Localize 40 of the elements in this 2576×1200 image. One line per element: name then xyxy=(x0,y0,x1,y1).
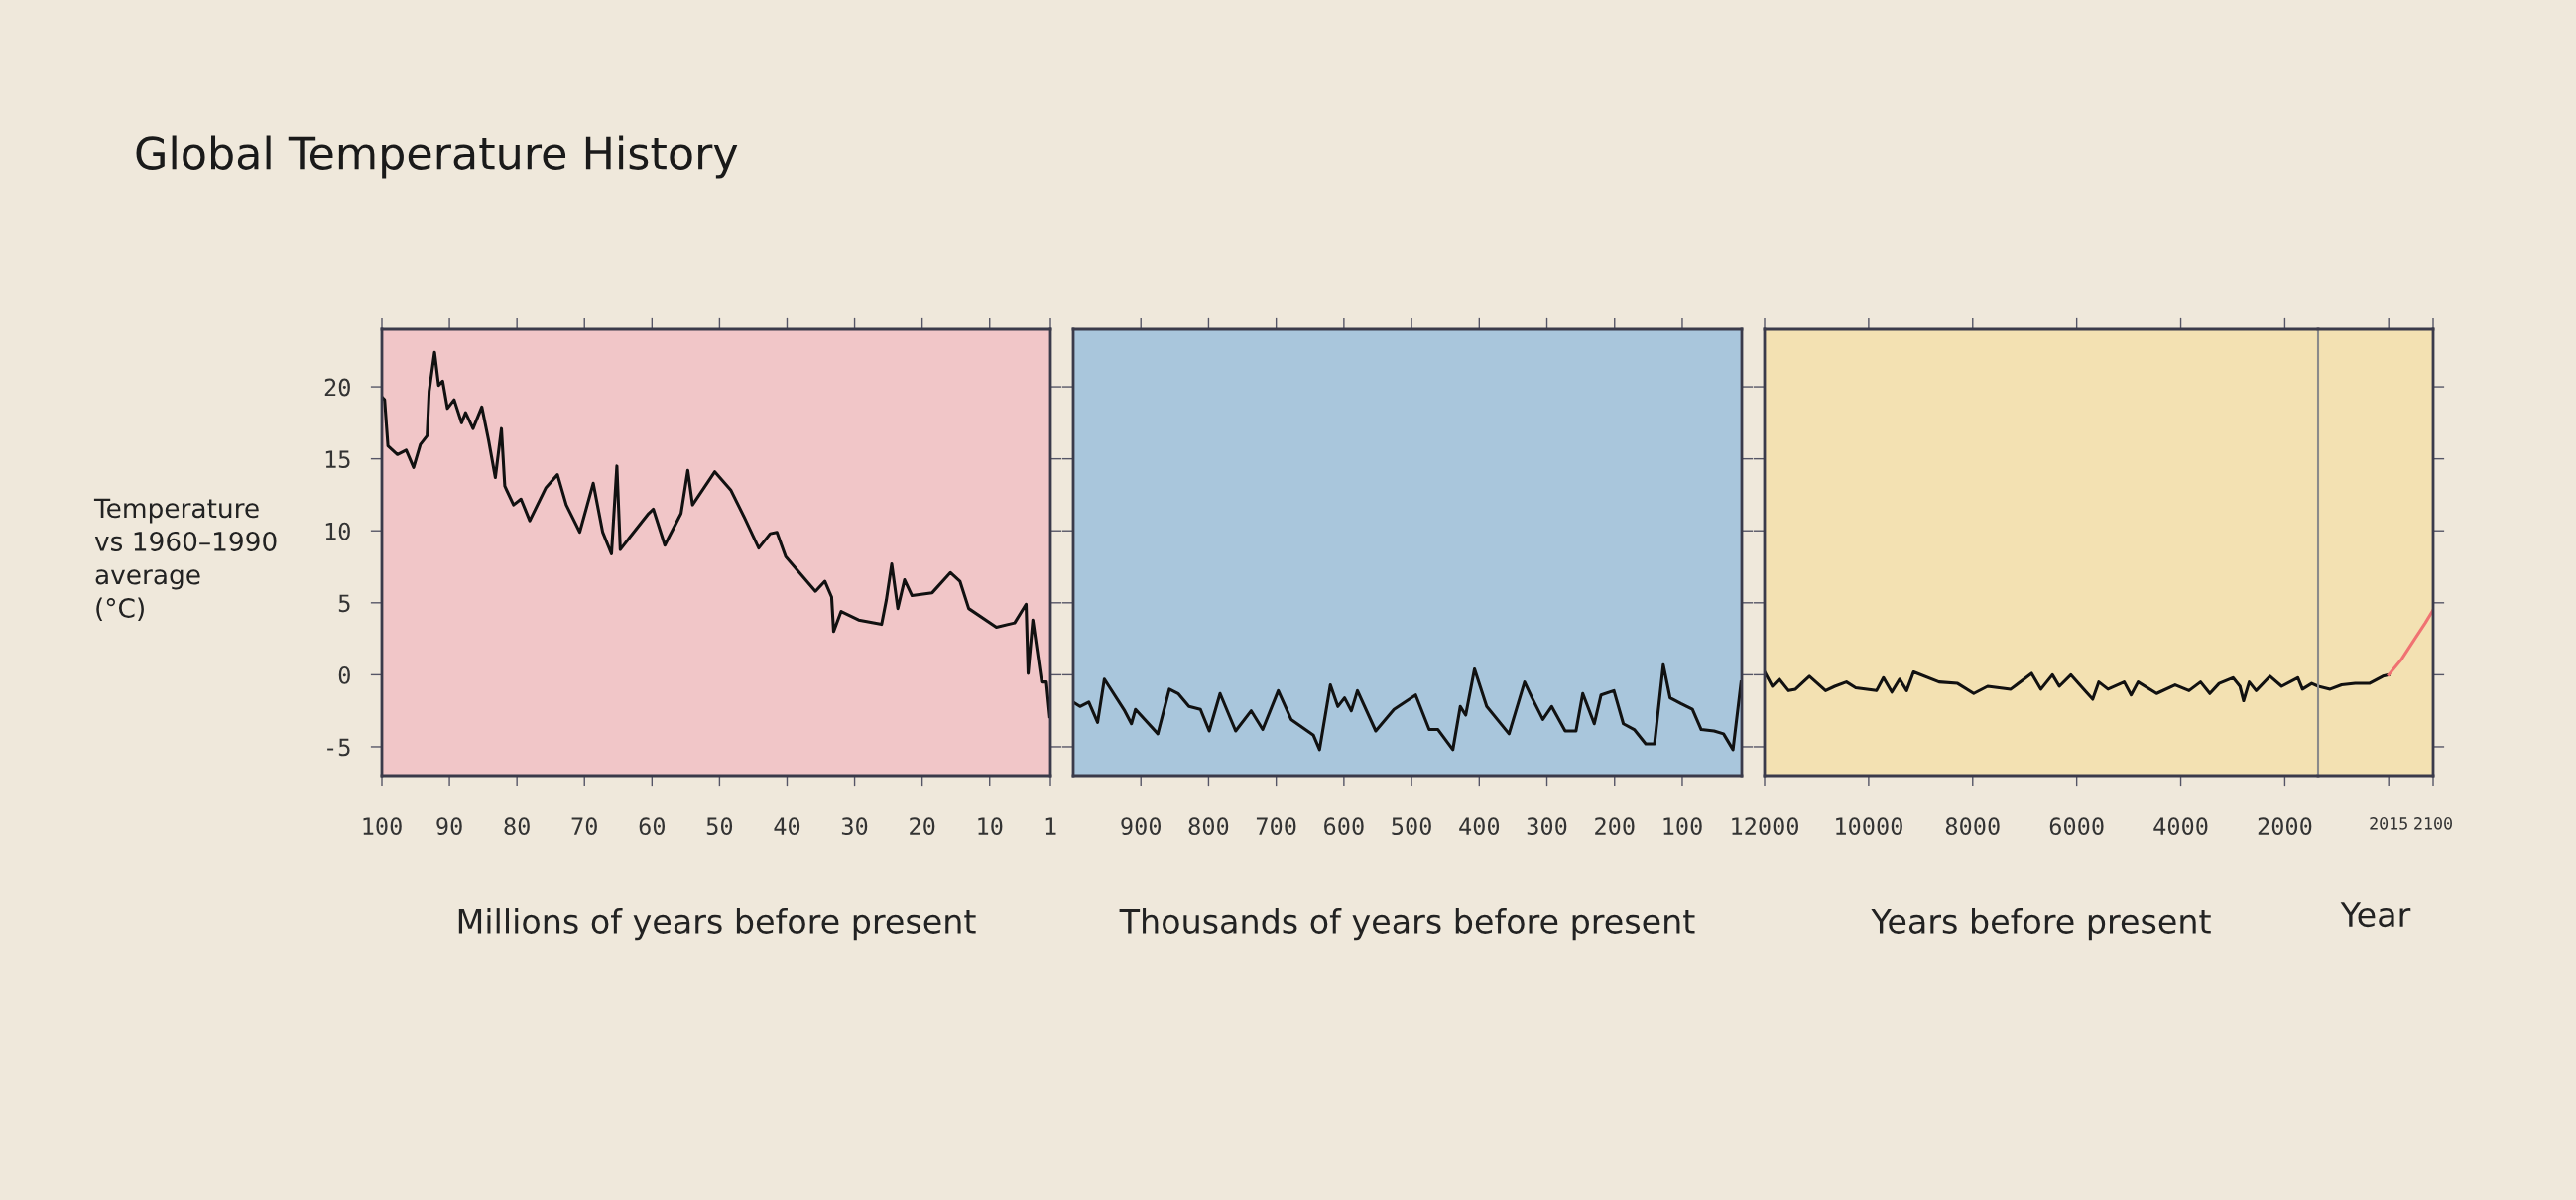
x-tick-label: 500 xyxy=(1392,817,1431,836)
x-tick-label: 50 xyxy=(706,817,733,836)
y-tick-label: -5 xyxy=(327,738,350,757)
x-tick-label: 8000 xyxy=(1945,817,2000,836)
x-tick-label: 2100 xyxy=(2414,817,2452,830)
x-axis-title: Millions of years before present xyxy=(458,908,976,941)
x-tick-label: 70 xyxy=(571,817,597,836)
x-tick-label: 100 xyxy=(363,817,402,836)
x-tick-label: 90 xyxy=(436,817,462,836)
x-tick-label: 10 xyxy=(978,817,1003,836)
y-tick-label: 0 xyxy=(338,665,350,684)
x-tick-label: 80 xyxy=(504,817,530,836)
y-axis-title: Temperature vs 1960–1990 average (°C) xyxy=(93,498,277,622)
x-tick-label: 60 xyxy=(639,817,666,836)
x-tick-label: 600 xyxy=(1324,817,1364,836)
x-tick-label: 300 xyxy=(1527,817,1567,836)
x-tick-label: 2015 xyxy=(2370,817,2407,830)
x-axis-title: Thousands of years before present xyxy=(1119,908,1695,941)
x-axis-title: Years before present xyxy=(1871,908,2211,941)
y-tick-label: 5 xyxy=(338,594,350,613)
x-tick-label: 400 xyxy=(1459,817,1500,836)
x-tick-label: 700 xyxy=(1256,817,1296,836)
x-tick-label: 30 xyxy=(841,817,868,836)
y-tick-label: 10 xyxy=(325,522,350,540)
x-tick-label: 2000 xyxy=(2258,817,2312,836)
x-tick-label: 6000 xyxy=(2049,817,2104,836)
x-tick-label: 900 xyxy=(1121,817,1162,836)
x-tick-label: 800 xyxy=(1188,817,1229,836)
chart-title: Global Temperature History xyxy=(136,135,738,179)
x-tick-label: 1 xyxy=(1045,817,1056,835)
x-tick-label: 100 xyxy=(1663,817,1702,836)
x-tick-label: 10000 xyxy=(1836,817,1902,836)
x-tick-label: 12000 xyxy=(1732,817,1799,836)
x-tick-label: 20 xyxy=(910,817,935,836)
x-tick-label: 40 xyxy=(774,817,800,836)
x-tick-label: 4000 xyxy=(2153,817,2208,836)
y-tick-label: 15 xyxy=(325,450,350,469)
x-tick-label: 200 xyxy=(1595,817,1635,836)
y-tick-label: 20 xyxy=(324,378,350,397)
x-axis-title: Year xyxy=(2340,902,2411,928)
